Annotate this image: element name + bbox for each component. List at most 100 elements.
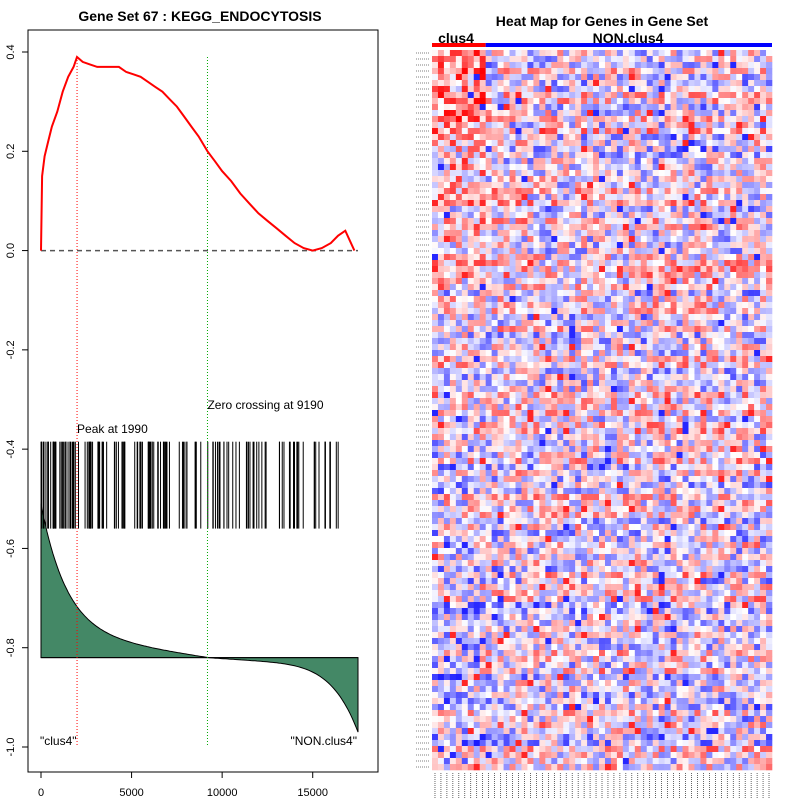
heatmap-cell [742,260,749,267]
heatmap-cell [497,146,504,153]
heatmap-cell [694,548,701,555]
heatmap-cell [437,50,445,57]
heatmap-cell [640,434,648,441]
heatmap-cell [515,392,522,399]
heatmap-cell [694,68,701,75]
heatmap-cell [676,278,683,285]
heatmap-cell [754,242,761,249]
heatmap-cell [509,410,516,417]
heatmap-cell [682,104,689,111]
heatmap-cell [461,368,469,375]
heatmap-cell [473,164,481,171]
heatmap-cell [670,428,677,435]
heatmap-cell [700,290,707,297]
heatmap-cell [443,548,451,555]
heatmap-cell [610,536,618,543]
heatmap-cell [449,314,457,321]
heatmap-cell [628,434,636,441]
heatmap-cell [664,356,671,363]
heatmap-cell [599,128,606,135]
heatmap-cell [521,530,528,537]
heatmap-cell [622,272,630,279]
heatmap-cell [658,458,665,465]
heatmap-cell [545,194,552,201]
heatmap-cell [616,122,624,129]
heatmap-cell [575,398,582,405]
heatmap-cell [634,92,642,99]
heatmap-cell [527,254,534,261]
heatmap-cell [604,284,612,291]
heatmap-cell [533,542,540,549]
heatmap-cell [497,86,504,93]
heatmap-cell [760,464,767,471]
heatmap-cell [604,212,612,219]
heatmap-cell [676,482,683,489]
heatmap-cell [539,434,546,441]
heatmap-cell [503,308,510,315]
heatmap-cell [521,452,528,459]
heatmap-cell [766,218,773,225]
heatmap-cell [599,200,606,207]
heatmap-cell [521,536,528,543]
heatmap-cell [730,200,737,207]
heatmap-cell [700,476,707,483]
heatmap-cell [664,170,671,177]
heatmap-cell [748,386,755,393]
heatmap-cell [563,158,570,165]
heatmap-cell [515,62,522,69]
heatmap-cell [748,236,755,243]
heatmap-cell [622,188,630,195]
heatmap-title: Heat Map for Genes in Gene Set [496,13,709,29]
heatmap-cell [610,164,618,171]
heatmap-cell [754,80,761,87]
heatmap-cell [533,386,540,393]
heatmap-cell [473,230,481,237]
heatmap-cell [652,458,659,465]
heatmap-cell [712,134,719,141]
heatmap-cell [432,380,439,387]
heatmap-cell [503,548,510,555]
heatmap-cell [503,182,510,189]
heatmap-cell [616,440,624,447]
heatmap-cell [473,416,481,423]
heatmap-cell [569,218,576,225]
heatmap-cell [587,80,594,87]
heatmap-cell [473,422,481,429]
heatmap-cell [599,410,606,417]
heatmap-cell [652,290,659,297]
heatmap-cell [497,542,504,549]
heatmap-cell [712,362,719,369]
heatmap-cell [545,362,552,369]
heatmap-cell [706,500,713,507]
heatmap-cell [527,482,534,489]
heatmap-cell [712,128,719,135]
heatmap-cell [473,188,481,195]
heatmap-cell [622,278,630,285]
heatmap-cell [646,110,653,117]
heatmap-cell [742,68,749,75]
heatmap-cell [616,386,624,393]
heatmap-cell [604,344,612,351]
heatmap-cell [748,86,755,93]
heatmap-cell [724,380,731,387]
heatmap-cell [533,182,540,189]
heatmap-cell [545,326,552,333]
heatmap-cell [658,314,665,321]
heatmap-cell [664,62,671,69]
heatmap-cell [694,434,701,441]
heatmap-cell [569,62,576,69]
heatmap-cell [509,104,516,111]
heatmap-cell [527,530,534,537]
heatmap-cell [432,482,439,489]
heatmap-cell [706,236,713,243]
heatmap-cell [485,446,492,453]
heatmap-cell [766,290,773,297]
heatmap-cell [760,128,767,135]
heatmap-cell [503,56,510,63]
heatmap-cell [449,284,457,291]
heatmap-cell [700,128,707,135]
heatmap-cell [604,176,612,183]
heatmap-cell [610,140,618,147]
heatmap-cell [628,350,636,357]
heatmap-cell [676,338,683,345]
